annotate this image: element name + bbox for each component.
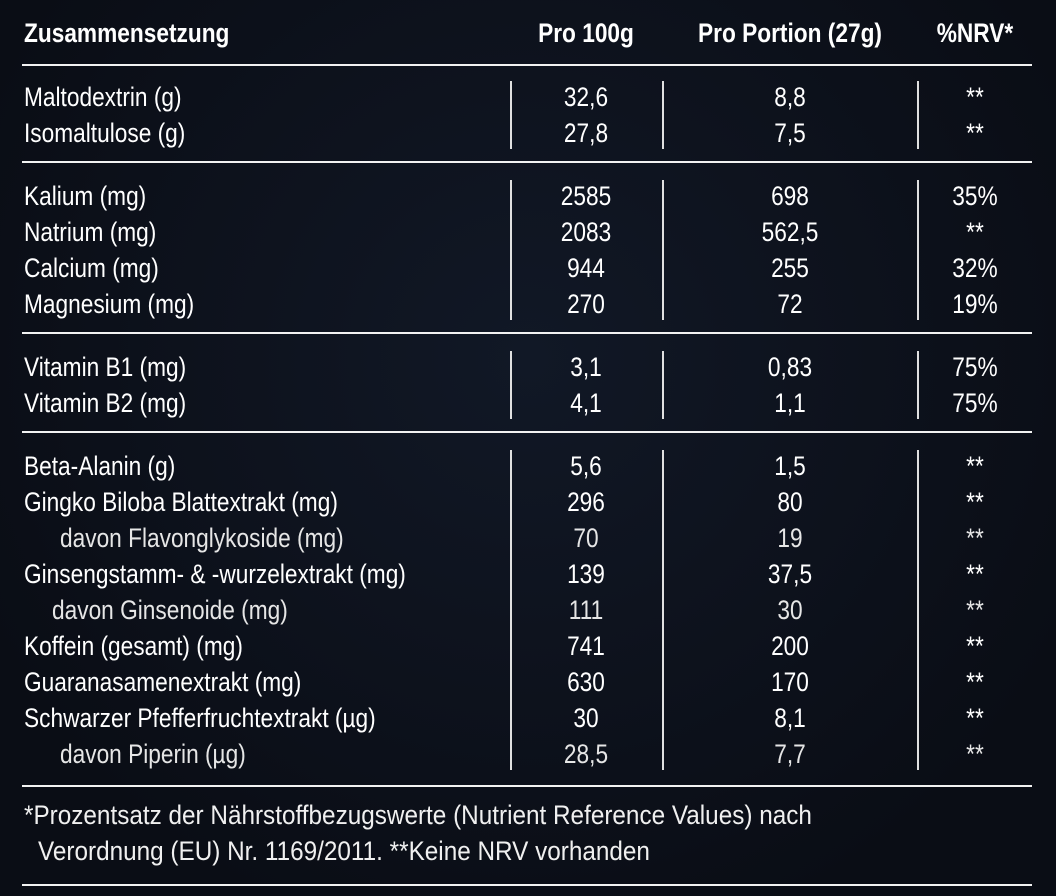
cell-value: ** bbox=[966, 523, 984, 553]
cell-value: ** bbox=[966, 118, 984, 148]
row-label: Vitamin B1 (mg) bbox=[24, 352, 187, 382]
cell-value: 562,5 bbox=[761, 217, 819, 247]
column-separator bbox=[510, 450, 512, 770]
column-separator bbox=[510, 180, 512, 320]
cell-value: 7,5 bbox=[774, 118, 806, 148]
divider bbox=[22, 64, 1032, 66]
row-label: Natrium (mg) bbox=[24, 217, 157, 247]
column-separator bbox=[662, 81, 664, 149]
cell-value: 1,1 bbox=[774, 388, 806, 418]
cell-value: 72 bbox=[777, 289, 803, 319]
cell-value: 741 bbox=[567, 631, 605, 661]
cell-value: 2083 bbox=[560, 217, 612, 247]
cell-value: 75% bbox=[952, 352, 998, 382]
cell-value: 30 bbox=[777, 595, 803, 625]
cell-value: 30 bbox=[573, 703, 599, 733]
cell-value: 630 bbox=[567, 667, 605, 697]
cell-value: 75% bbox=[952, 388, 998, 418]
cell-value: 32% bbox=[952, 253, 998, 283]
column-header: Pro Portion (27g) bbox=[698, 18, 882, 48]
cell-value: ** bbox=[966, 451, 984, 481]
cell-value: ** bbox=[966, 487, 984, 517]
divider bbox=[22, 431, 1032, 433]
divider bbox=[22, 332, 1032, 334]
footnote: Verordnung (EU) Nr. 1169/2011. **Keine N… bbox=[38, 836, 650, 866]
cell-value: 2585 bbox=[560, 181, 612, 211]
sub-row-label: davon Ginsenoide (mg) bbox=[52, 595, 288, 625]
cell-value: 4,1 bbox=[570, 388, 602, 418]
cell-value: ** bbox=[966, 595, 984, 625]
row-label: Beta-Alanin (g) bbox=[24, 451, 176, 481]
cell-value: 7,7 bbox=[774, 739, 806, 769]
column-separator bbox=[917, 81, 919, 149]
cell-value: 3,1 bbox=[570, 352, 602, 382]
footnote: *Prozentsatz der Nährstoffbezugswerte (N… bbox=[24, 800, 812, 830]
cell-value: 8,1 bbox=[774, 703, 806, 733]
cell-value: ** bbox=[966, 82, 984, 112]
sub-row-label: davon Piperin (µg) bbox=[60, 739, 246, 769]
cell-value: 19% bbox=[952, 289, 998, 319]
column-separator bbox=[917, 450, 919, 770]
cell-value: 111 bbox=[568, 595, 604, 625]
cell-value: 35% bbox=[952, 181, 998, 211]
cell-value: 255 bbox=[771, 253, 809, 283]
row-label: Guaranasamenextrakt (mg) bbox=[24, 667, 302, 697]
cell-value: 0,83 bbox=[767, 352, 813, 382]
cell-value: 698 bbox=[771, 181, 809, 211]
cell-value: 27,8 bbox=[563, 118, 609, 148]
cell-value: 200 bbox=[771, 631, 809, 661]
row-label: Calcium (mg) bbox=[24, 253, 159, 283]
cell-value: 5,6 bbox=[570, 451, 602, 481]
column-header: Pro 100g bbox=[538, 18, 634, 48]
column-separator bbox=[662, 351, 664, 419]
cell-value: 296 bbox=[567, 487, 605, 517]
row-label: Ginsengstamm- & -wurzelextrakt (mg) bbox=[24, 559, 406, 589]
cell-value: ** bbox=[966, 559, 984, 589]
column-separator bbox=[662, 180, 664, 320]
cell-value: 32,6 bbox=[563, 82, 609, 112]
sub-row-label: davon Flavonglykoside (mg) bbox=[60, 523, 344, 553]
cell-value: 37,5 bbox=[767, 559, 813, 589]
row-label: Schwarzer Pfefferfruchtextrakt (µg) bbox=[24, 703, 376, 733]
row-label: Vitamin B2 (mg) bbox=[24, 388, 187, 418]
cell-value: 170 bbox=[771, 667, 809, 697]
cell-value: 270 bbox=[567, 289, 605, 319]
column-separator bbox=[917, 180, 919, 320]
column-separator bbox=[917, 351, 919, 419]
cell-value: 8,8 bbox=[774, 82, 806, 112]
cell-value: ** bbox=[966, 703, 984, 733]
row-label: Maltodextrin (g) bbox=[24, 82, 182, 112]
header-title: Zusammensetzung bbox=[24, 18, 230, 48]
divider bbox=[22, 884, 1032, 886]
row-label: Isomaltulose (g) bbox=[24, 118, 186, 148]
cell-value: 28,5 bbox=[563, 739, 609, 769]
cell-value: ** bbox=[966, 217, 984, 247]
column-header: %NRV* bbox=[936, 18, 1014, 48]
cell-value: 19 bbox=[777, 523, 803, 553]
column-separator bbox=[510, 81, 512, 149]
column-separator bbox=[662, 450, 664, 770]
cell-value: ** bbox=[966, 631, 984, 661]
row-label: Magnesium (mg) bbox=[24, 289, 195, 319]
cell-value: 70 bbox=[573, 523, 599, 553]
column-separator bbox=[510, 351, 512, 419]
cell-value: 944 bbox=[567, 253, 605, 283]
cell-value: ** bbox=[966, 739, 984, 769]
cell-value: 139 bbox=[567, 559, 605, 589]
divider bbox=[22, 161, 1032, 163]
cell-value: 1,5 bbox=[774, 451, 806, 481]
divider bbox=[22, 785, 1032, 787]
row-label: Kalium (mg) bbox=[24, 181, 147, 211]
row-label: Gingko Biloba Blattextrakt (mg) bbox=[24, 487, 338, 517]
cell-value: 80 bbox=[777, 487, 803, 517]
cell-value: ** bbox=[966, 667, 984, 697]
row-label: Koffein (gesamt) (mg) bbox=[24, 631, 243, 661]
